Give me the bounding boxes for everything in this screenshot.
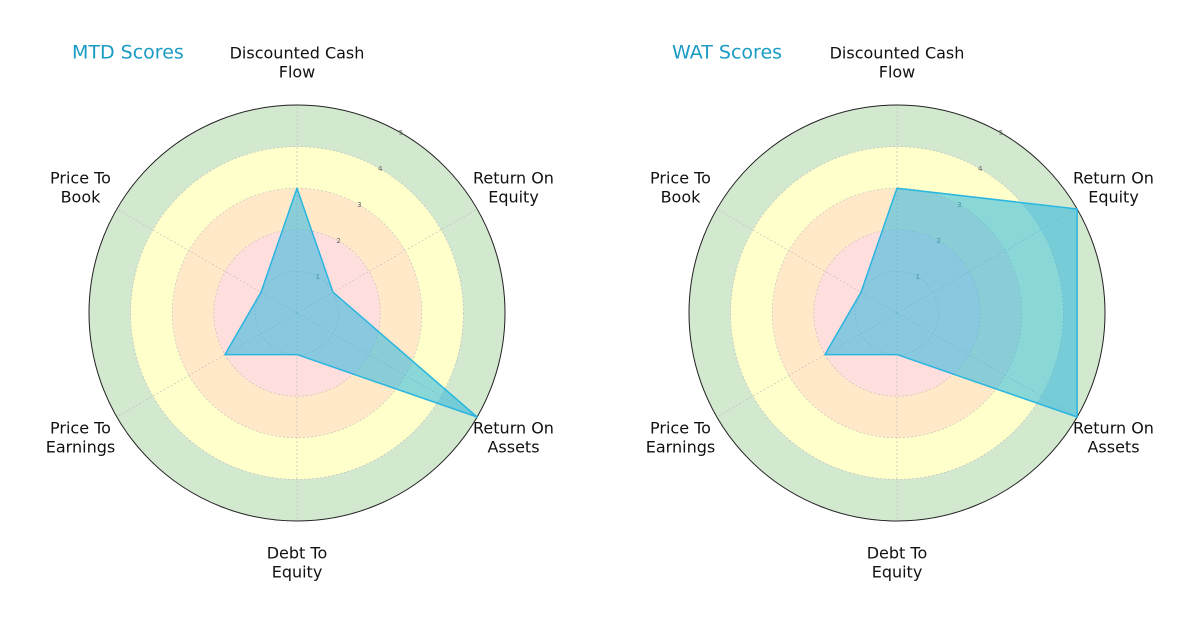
r-tick-label: 3 — [357, 201, 361, 209]
r-tick-label: 4 — [978, 165, 983, 173]
grid-circle — [213, 229, 381, 397]
category-label: Price To Earnings — [46, 418, 115, 456]
r-tick-label: 4 — [378, 165, 383, 173]
grid-circle — [171, 187, 423, 439]
chart-title: WAT Scores — [672, 42, 782, 64]
category-label: Return On Assets — [1073, 418, 1154, 456]
r-tick-label: 5 — [399, 129, 403, 137]
outer-frame — [688, 104, 1106, 522]
category-label: Price To Book — [650, 168, 711, 206]
category-label: Price To Book — [50, 168, 111, 206]
grid-spoke — [116, 208, 298, 314]
category-label: Debt To Equity — [267, 543, 328, 581]
category-label: Debt To Equity — [867, 543, 928, 581]
r-tick-label: 5 — [999, 129, 1003, 137]
grid-spoke — [716, 208, 898, 314]
category-label: Return On Equity — [1073, 168, 1154, 206]
grid-spoke — [296, 208, 478, 314]
grid-circle — [130, 146, 464, 480]
category-label: Price To Earnings — [646, 418, 715, 456]
r-tick-label: 2 — [336, 237, 340, 245]
grid-spoke — [116, 312, 298, 418]
chart-title: MTD Scores — [72, 42, 184, 64]
grid-spoke — [716, 312, 898, 418]
category-label: Discounted Cash Flow — [230, 43, 365, 81]
score-area — [824, 187, 1078, 418]
category-label: Return On Equity — [473, 168, 554, 206]
score-area — [224, 187, 478, 418]
category-label: Return On Assets — [473, 418, 554, 456]
category-label: Discounted Cash Flow — [830, 43, 965, 81]
outer-frame — [88, 104, 506, 522]
